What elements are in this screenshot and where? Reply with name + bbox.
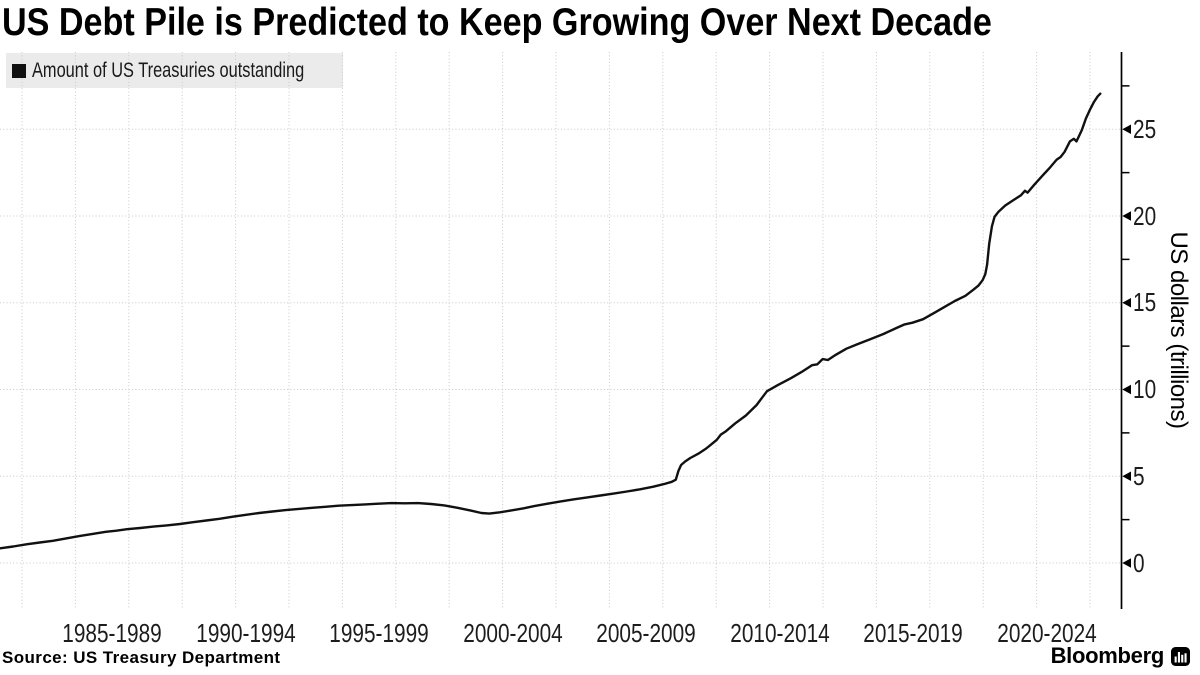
bloomberg-chart-icon	[1171, 646, 1190, 666]
legend-series-label: Amount of US Treasuries outstanding	[32, 58, 305, 82]
legend-series-marker-icon	[12, 63, 26, 78]
x-axis-label: 2005-2009	[596, 618, 696, 648]
legend-background	[6, 53, 343, 88]
y-axis-label: 25	[1133, 113, 1157, 144]
x-axis-label: 2010-2014	[729, 618, 830, 648]
source-credit: Source: US Treasury Department	[2, 648, 281, 667]
x-axis-label: 2020-2024	[996, 618, 1097, 648]
legend: Amount of US Treasuries outstanding	[12, 53, 381, 88]
x-axis-label: 1985-1989	[62, 618, 162, 648]
bloomberg-logo: Bloomberg	[1051, 643, 1190, 669]
bloomberg-wordmark: Bloomberg	[1050, 643, 1165, 668]
y-axis-label: 0	[1133, 547, 1145, 578]
x-axis-label: 1990-1994	[195, 618, 296, 648]
y-axis-label: 15	[1133, 287, 1157, 318]
chart-title: US Debt Pile is Predicted to Keep Growin…	[2, 1, 992, 44]
y-axis-title: US dollars (trillions)	[1165, 231, 1192, 429]
x-axis-label: 2000-2004	[462, 618, 563, 648]
y-axis-label: 5	[1133, 460, 1145, 491]
y-axis-label: 10	[1133, 374, 1157, 404]
x-axis-label: 2015-2019	[863, 618, 963, 648]
x-axis-label: 1995-1999	[329, 618, 429, 648]
y-axis-label: 20	[1133, 200, 1157, 231]
